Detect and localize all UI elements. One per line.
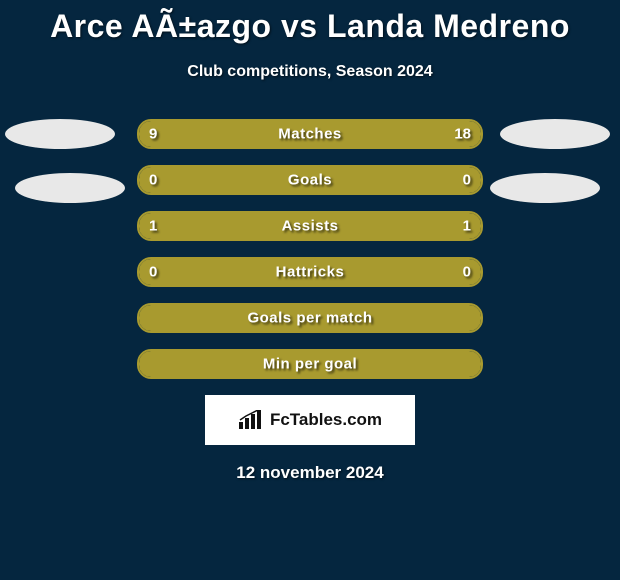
- team-right-crest-2: [490, 173, 600, 203]
- page-title: Arce AÃ±azgo vs Landa Medreno: [0, 0, 620, 45]
- stat-value-left: 1: [149, 218, 157, 235]
- stat-value-left: 9: [149, 126, 157, 143]
- stat-value-right: 18: [454, 126, 471, 143]
- stat-label: Goals: [139, 172, 481, 189]
- stat-label: Min per goal: [139, 356, 481, 373]
- team-left-crest-2: [15, 173, 125, 203]
- stat-label: Matches: [139, 126, 481, 143]
- source-logo-text: FcTables.com: [270, 410, 382, 430]
- stat-value-right: 0: [463, 264, 471, 281]
- stat-row-matches: Matches9 18: [137, 119, 483, 149]
- stat-row-min-per-goal: Min per goal: [137, 349, 483, 379]
- stat-value-left: 0: [149, 264, 157, 281]
- stat-row-goals: Goals0 0: [137, 165, 483, 195]
- stat-label: Assists: [139, 218, 481, 235]
- date-label: 12 november 2024: [0, 463, 620, 483]
- stat-bars: Matches918Goals00Assists11Hattricks00Goa…: [137, 119, 483, 379]
- stat-label: Hattricks: [139, 264, 481, 281]
- team-left-crest-1: [5, 119, 115, 149]
- stats-area: Matches918Goals00Assists11Hattricks00Goa…: [0, 119, 620, 379]
- stat-row-assists: Assists1 1: [137, 211, 483, 241]
- chart-icon: [238, 410, 264, 430]
- source-logo: FcTables.com: [205, 395, 415, 445]
- stat-value-right: 0: [463, 172, 471, 189]
- subtitle: Club competitions, Season 2024: [0, 63, 620, 81]
- stat-row-goals-per-match: Goals per match: [137, 303, 483, 333]
- stat-row-hattricks: Hattricks0 0: [137, 257, 483, 287]
- team-right-crest-1: [500, 119, 610, 149]
- stat-value-right: 1: [463, 218, 471, 235]
- stat-label: Goals per match: [139, 310, 481, 327]
- stat-value-left: 0: [149, 172, 157, 189]
